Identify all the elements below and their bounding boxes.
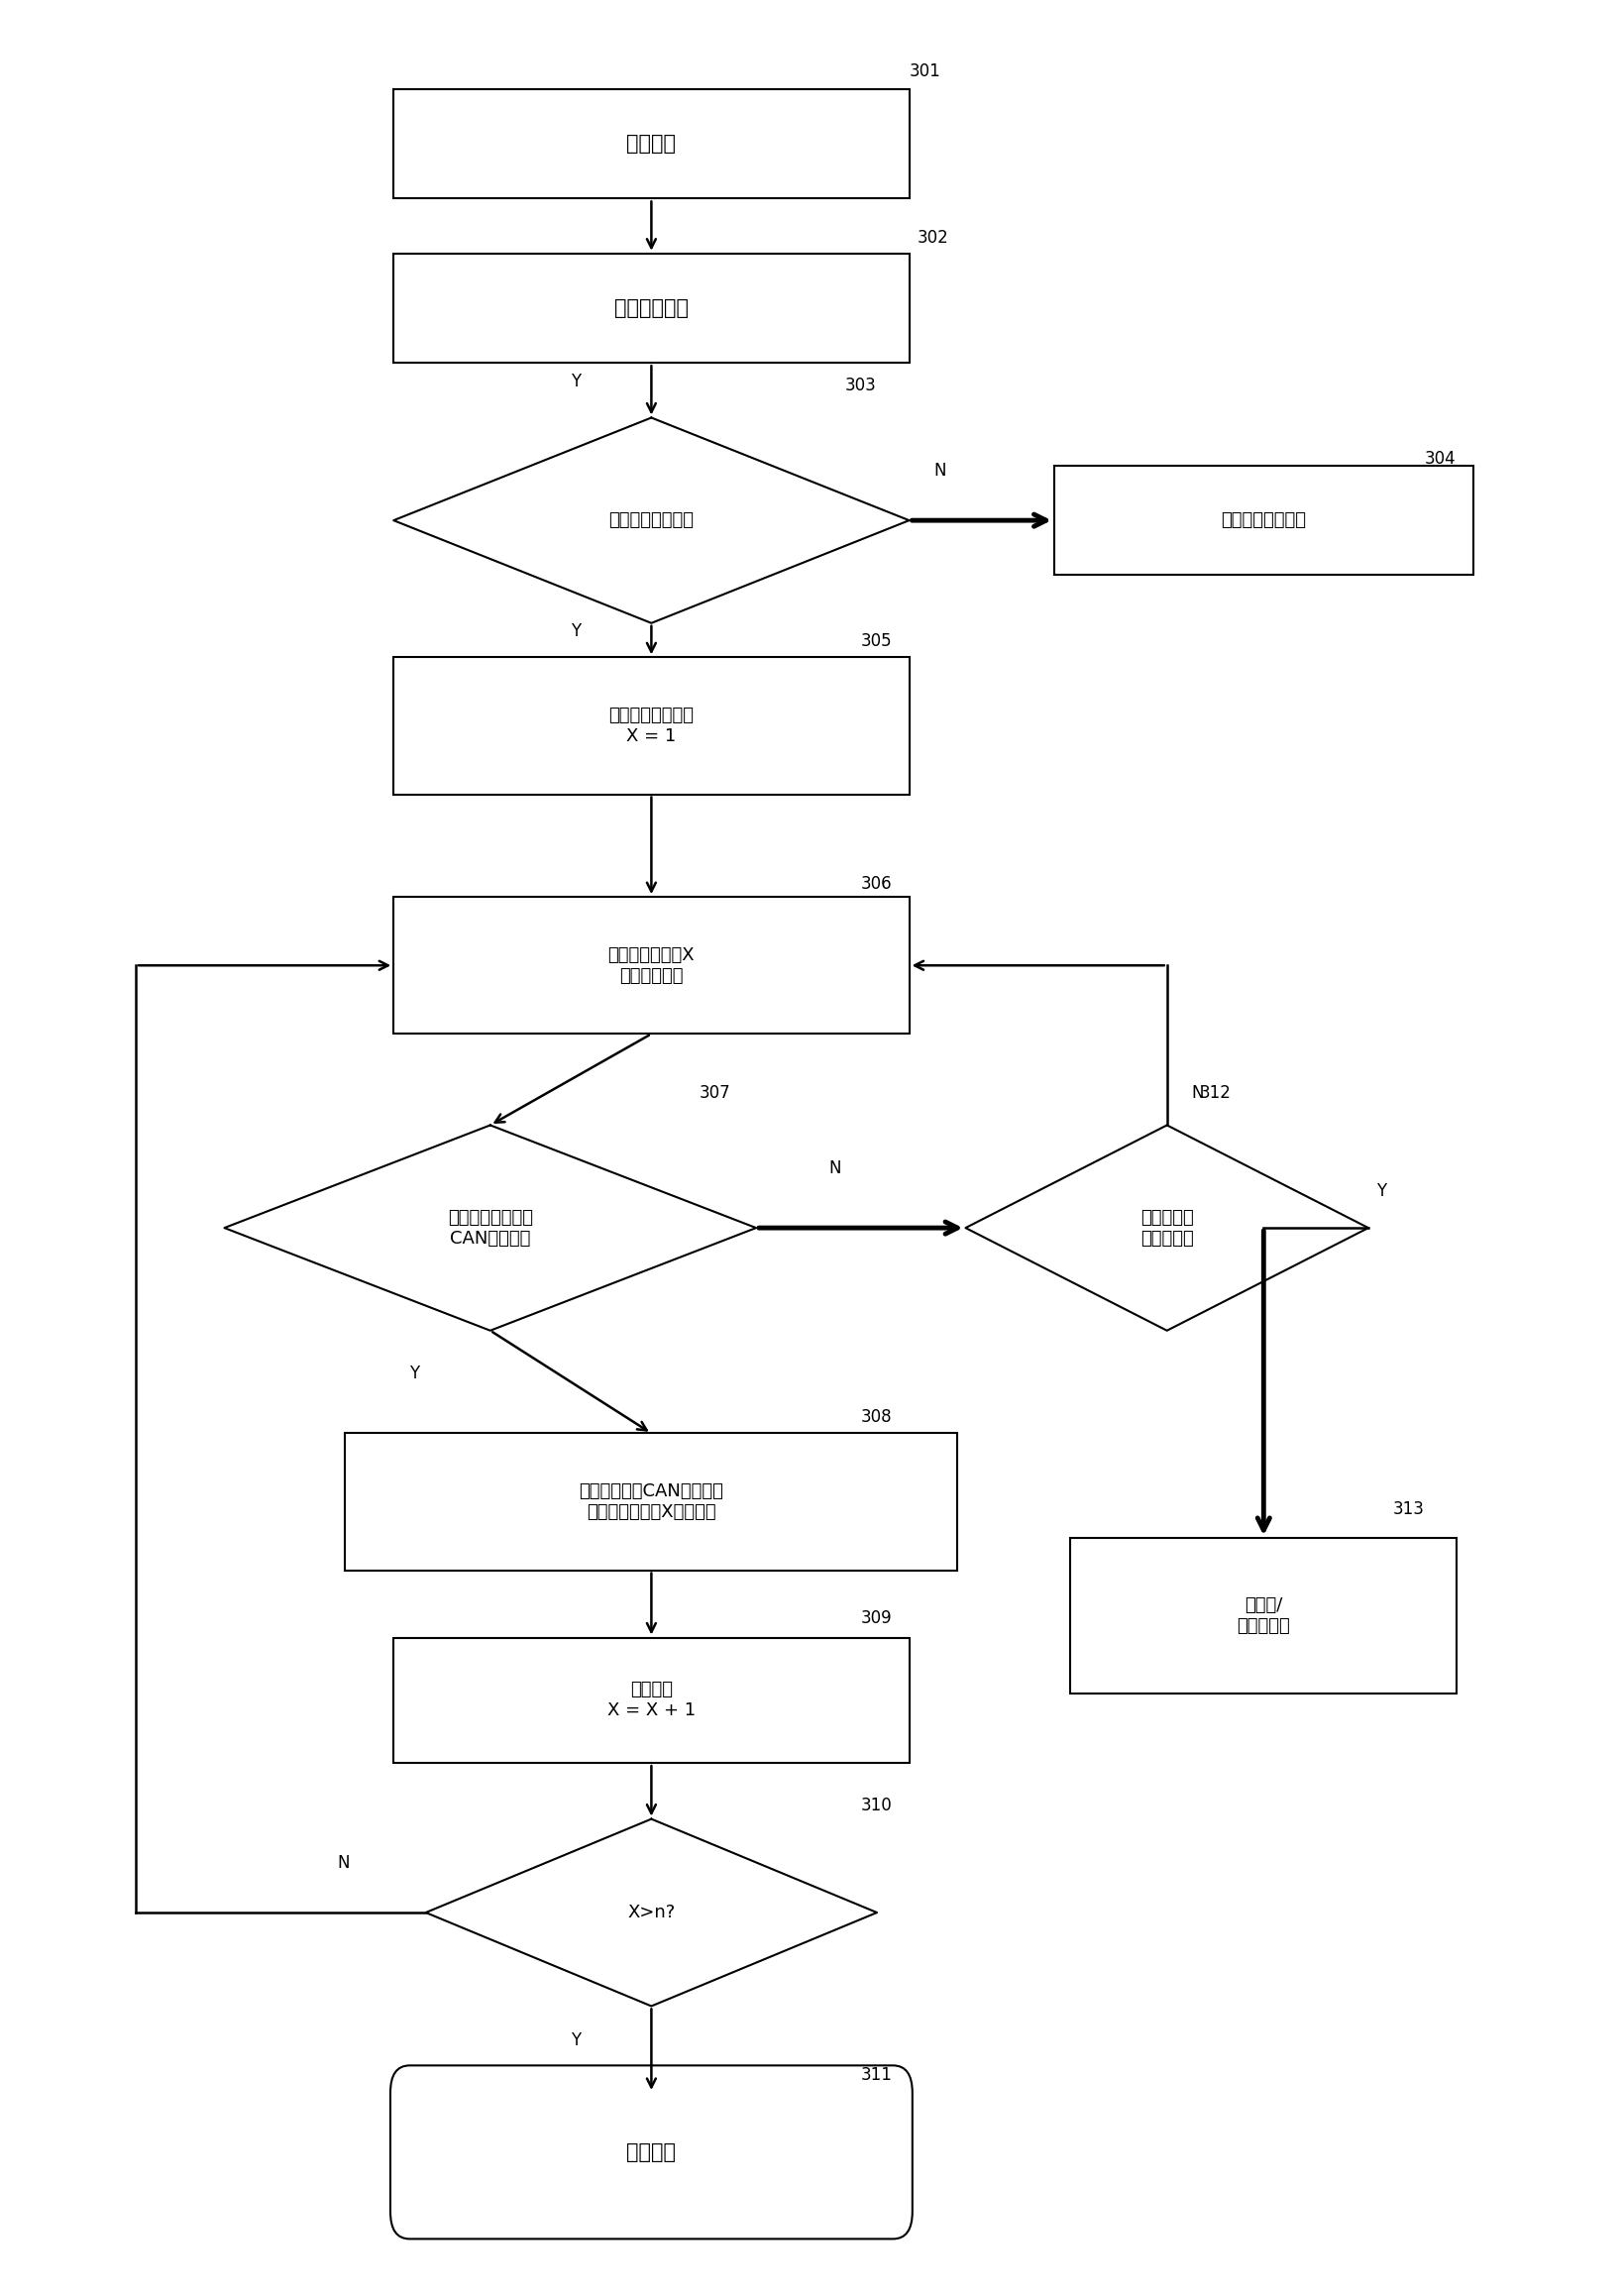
FancyBboxPatch shape	[344, 1433, 957, 1570]
Polygon shape	[224, 1125, 755, 1332]
Text: 310: 310	[861, 1795, 892, 1814]
Text: 301: 301	[908, 62, 940, 80]
Text: 绑定位置
X = X + 1: 绑定位置 X = X + 1	[607, 1681, 695, 1720]
FancyBboxPatch shape	[393, 1637, 908, 1763]
Polygon shape	[965, 1125, 1367, 1332]
Text: 控制器控制位置X
上传感器接入: 控制器控制位置X 上传感器接入	[607, 946, 695, 985]
Polygon shape	[425, 1818, 877, 2007]
Text: N: N	[1190, 1084, 1203, 1102]
Text: N: N	[932, 461, 945, 480]
Text: Y: Y	[570, 622, 580, 641]
Text: 303: 303	[844, 377, 875, 395]
FancyBboxPatch shape	[1054, 466, 1473, 576]
Text: 绑定完成: 绑定完成	[627, 2142, 676, 2163]
Text: 报警和/
或错误提示: 报警和/ 或错误提示	[1236, 1596, 1289, 1635]
Text: Y: Y	[1376, 1182, 1385, 1201]
Polygon shape	[393, 418, 908, 622]
Text: 进行传感器绑定？: 进行传感器绑定？	[609, 512, 693, 530]
FancyBboxPatch shape	[393, 657, 908, 794]
Text: N: N	[828, 1159, 841, 1178]
Text: X>n?: X>n?	[627, 1903, 676, 1922]
Text: 系统上电: 系统上电	[627, 133, 676, 154]
Text: 308: 308	[861, 1410, 892, 1426]
Text: Y: Y	[570, 2032, 580, 2050]
Text: 312: 312	[1199, 1084, 1229, 1102]
Text: 执行其他处理操作: 执行其他处理操作	[1220, 512, 1306, 530]
Text: 开始进入绑定位置
X = 1: 开始进入绑定位置 X = 1	[609, 707, 693, 744]
Text: 将新接收到的CAN数据帧的
特征标识与位置X进行绑定: 将新接收到的CAN数据帧的 特征标识与位置X进行绑定	[578, 1483, 723, 1520]
Text: 307: 307	[700, 1084, 731, 1102]
FancyBboxPatch shape	[390, 2066, 911, 2239]
Text: 313: 313	[1392, 1499, 1423, 1518]
Text: 309: 309	[861, 1609, 892, 1628]
Text: N: N	[336, 1853, 349, 1871]
FancyBboxPatch shape	[393, 90, 908, 197]
Text: 304: 304	[1424, 450, 1455, 468]
Text: Y: Y	[409, 1364, 419, 1382]
Text: 延时等待预
定时间到？: 延时等待预 定时间到？	[1140, 1208, 1194, 1247]
FancyBboxPatch shape	[393, 253, 908, 363]
Text: 302: 302	[916, 230, 948, 246]
Text: Y: Y	[570, 372, 580, 390]
FancyBboxPatch shape	[1070, 1538, 1457, 1694]
Text: 306: 306	[861, 875, 892, 893]
Text: 311: 311	[861, 2066, 892, 2085]
Text: 305: 305	[861, 634, 892, 650]
Text: 控制器初始化: 控制器初始化	[614, 298, 689, 319]
FancyBboxPatch shape	[393, 898, 908, 1033]
Text: 控制器接收到新的
CAN数据帧？: 控制器接收到新的 CAN数据帧？	[447, 1208, 533, 1247]
